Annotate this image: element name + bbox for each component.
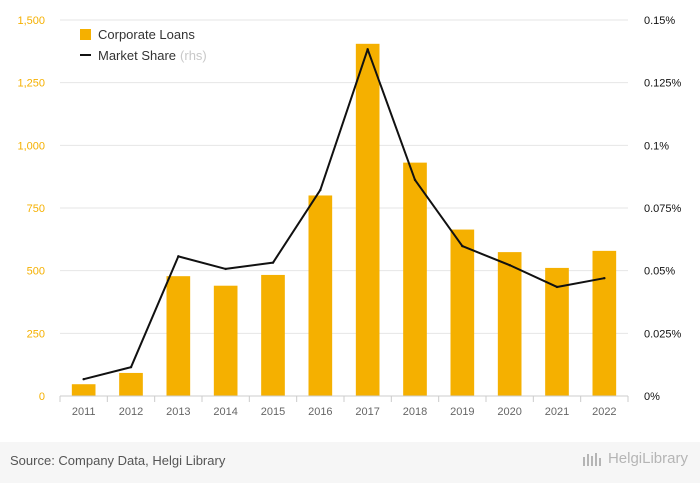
bar [261,274,285,396]
y-left-tick-label: 1,000 [17,140,45,152]
line-point [319,188,322,192]
x-tick-label: 2019 [450,406,474,418]
line-point [461,244,464,248]
line-point [366,48,369,51]
y-left-tick-label: 250 [27,328,45,340]
line-point [177,255,180,258]
x-tick-label: 2021 [545,406,569,418]
y-left-tick-label: 1,500 [17,15,45,27]
bar [450,229,475,396]
line-point [603,276,606,280]
line-point [271,261,275,264]
y-right-tick-label: 0.075% [644,203,682,215]
x-tick-label: 2011 [72,406,96,418]
bar [497,252,522,396]
brand-name: HelgiLibrary [607,450,688,467]
line-point [555,285,559,289]
line-point [129,365,133,369]
y-left-tick-label: 500 [27,266,45,278]
bar [545,267,569,396]
line-layer [82,48,606,381]
legend-label-market-share: Market Share (rhs) [98,48,207,63]
legend-label-corporate-loans: Corporate Loans [98,27,195,42]
x-tick-label: 2012 [119,406,143,418]
market-share-line [83,48,605,381]
y-right-tick-label: 0% [644,391,660,403]
bar [355,43,380,397]
x-tick-label: 2013 [166,406,190,418]
bar [213,285,238,396]
combo-chart: 0 250 500 750 1,000 1,250 1,500 0% 0.025% 0.05% 0.… [17,15,681,418]
x-tick-label: 2016 [308,406,332,418]
axis-layer: 0 250 500 750 1,000 1,250 1,500 0% 0.025% 0.05% 0.… [17,15,681,418]
bar [166,276,191,396]
y-right-tick-label: 0.125% [644,78,682,90]
y-right-tick-label: 0.05% [644,266,675,278]
x-tick-label: 2020 [497,406,521,418]
x-tick-label: 2015 [261,406,285,418]
legend-swatch-corporate-loans [80,29,91,40]
y-right-tick-label: 0.1% [644,140,669,152]
bar [119,372,143,396]
line-point [413,178,417,182]
x-tick-label: 2014 [213,406,237,418]
source-text: Source: Company Data, Helgi Library [10,453,226,468]
bar [403,162,427,396]
legend-market-share-name: Market Share [98,48,176,63]
line-point [224,267,227,271]
bar [71,384,96,396]
line-point [508,263,511,267]
legend: Corporate Loans Market Share (rhs) [80,27,207,63]
helgi-logo-icon [582,452,601,466]
bar [592,250,617,396]
line-point [82,378,85,381]
bars-layer [71,43,617,397]
footer: Source: Company Data, Helgi Library Helg… [0,442,700,483]
y-right-tick-label: 0.15% [644,15,675,27]
y-left-tick-label: 750 [27,203,45,215]
x-tick-label: 2017 [355,406,379,418]
x-tick-label: 2018 [403,406,427,418]
x-tick-label: 2022 [592,406,616,418]
brand: HelgiLibrary [582,450,688,467]
legend-rhs-note: (rhs) [180,48,207,63]
y-left-tick-label: 0 [39,391,45,403]
grid-layer [60,19,628,334]
y-right-tick-label: 0.025% [644,328,682,340]
y-left-tick-label: 1,250 [17,78,45,90]
bar [308,195,333,396]
